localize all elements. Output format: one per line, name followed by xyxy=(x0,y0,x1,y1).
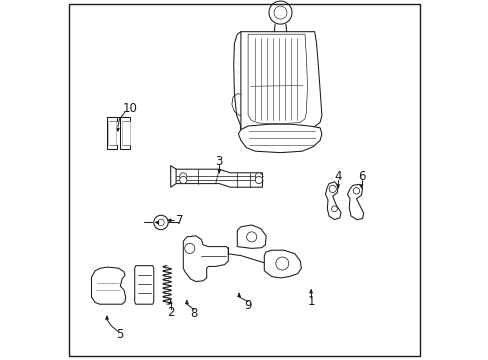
PathPatch shape xyxy=(134,266,153,304)
PathPatch shape xyxy=(325,182,340,220)
Text: 2: 2 xyxy=(166,306,174,319)
Circle shape xyxy=(179,173,186,180)
Circle shape xyxy=(255,173,262,180)
PathPatch shape xyxy=(91,267,125,304)
PathPatch shape xyxy=(122,121,129,145)
Text: 1: 1 xyxy=(307,295,314,308)
Text: 5: 5 xyxy=(116,328,124,341)
Circle shape xyxy=(179,176,186,184)
Text: 10: 10 xyxy=(122,102,138,115)
PathPatch shape xyxy=(347,184,363,220)
Circle shape xyxy=(246,232,256,242)
Circle shape xyxy=(331,206,337,212)
Circle shape xyxy=(273,6,286,19)
Circle shape xyxy=(184,243,194,253)
PathPatch shape xyxy=(241,32,321,140)
PathPatch shape xyxy=(120,117,130,149)
Text: 9: 9 xyxy=(244,299,251,312)
Text: 7: 7 xyxy=(176,214,183,227)
Text: 8: 8 xyxy=(190,307,197,320)
Circle shape xyxy=(268,1,291,24)
PathPatch shape xyxy=(107,117,117,149)
PathPatch shape xyxy=(108,121,116,145)
PathPatch shape xyxy=(238,124,321,153)
PathPatch shape xyxy=(183,236,228,282)
Circle shape xyxy=(158,219,164,226)
Text: 4: 4 xyxy=(334,170,341,183)
Circle shape xyxy=(153,215,168,230)
PathPatch shape xyxy=(264,250,301,278)
Circle shape xyxy=(352,188,359,194)
Circle shape xyxy=(275,257,288,270)
PathPatch shape xyxy=(237,225,265,248)
Circle shape xyxy=(328,185,336,193)
PathPatch shape xyxy=(247,34,307,124)
Text: 3: 3 xyxy=(215,155,223,168)
Text: 6: 6 xyxy=(357,170,365,183)
Circle shape xyxy=(255,176,262,184)
PathPatch shape xyxy=(176,169,262,187)
